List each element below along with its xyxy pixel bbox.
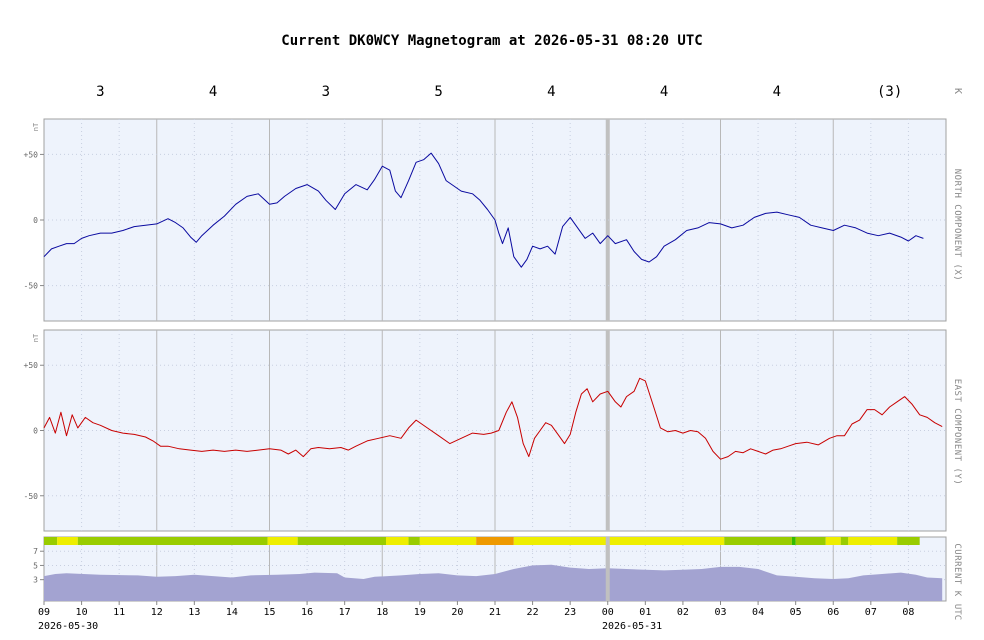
x-tick-label: 22 <box>527 607 539 618</box>
k-index-value: 4 <box>660 84 668 100</box>
x-tick-label: 03 <box>714 607 726 618</box>
y-tick-label: 3 <box>33 576 38 585</box>
x-tick-label: 20 <box>451 607 463 618</box>
k-band-segment <box>724 537 792 545</box>
x-tick-label: 23 <box>564 607 576 618</box>
current-k-area <box>44 564 943 601</box>
y-tick-label: +50 <box>24 150 39 159</box>
current-k-panel: 7 5 3 <box>33 536 947 602</box>
k-index-value: 4 <box>547 84 555 100</box>
x-tick-label: 13 <box>188 607 200 618</box>
k-band-segment <box>791 537 796 545</box>
k-band-segment <box>840 537 849 545</box>
x-tick-label: 16 <box>301 607 313 618</box>
x-tick-label: 07 <box>865 607 877 618</box>
k-band-segment <box>848 537 898 545</box>
unit-label: nT <box>32 333 40 342</box>
k-band-segment <box>267 537 298 545</box>
north-component-panel: +50 0 -50 nT <box>24 118 947 322</box>
y-tick-label: +50 <box>24 361 39 370</box>
y-tick-label: -50 <box>24 282 39 291</box>
k-index-value: 5 <box>434 84 442 100</box>
y-tick-label: -50 <box>24 492 39 501</box>
time-axis: 09 10 11 12 13 14 15 16 17 18 19 20 21 22 23 00 01 02 03 04… <box>38 601 914 618</box>
north-side-label: NORTH COMPONENT (X) <box>952 169 962 281</box>
x-tick-label: 01 <box>639 607 651 618</box>
k-index-value: 3 <box>322 84 330 100</box>
k-index-row: 3 4 3 5 4 4 4 (3) <box>96 84 902 100</box>
current-k-side-label: CURRENT K <box>952 543 962 596</box>
y-tick-label: 0 <box>33 427 38 436</box>
y-tick-label: 0 <box>33 216 38 225</box>
chart-title: Current DK0WCY Magnetogram at 2026-05-31… <box>281 33 702 49</box>
x-tick-label: 14 <box>226 607 238 618</box>
date-label-start: 2026-05-30 <box>38 621 98 632</box>
x-tick-label: 12 <box>151 607 163 618</box>
k-band-segment <box>386 537 409 545</box>
k-band-segment <box>419 537 477 545</box>
k-band-segment <box>795 537 826 545</box>
k-band-segment <box>297 537 387 545</box>
x-tick-label: 00 <box>602 607 614 618</box>
east-component-panel: +50 0 -50 nT <box>24 329 947 532</box>
k-index-value: 3 <box>96 84 104 100</box>
k-index-value: 4 <box>209 84 217 100</box>
y-tick-label: 5 <box>33 561 38 570</box>
north-series-line <box>43 152 924 268</box>
utc-side-label: UTC <box>952 604 962 620</box>
k-band-segment <box>44 537 58 545</box>
y-tick-label: 7 <box>33 547 38 556</box>
x-tick-label: 08 <box>902 607 914 618</box>
k-band-segment <box>476 537 514 545</box>
k-band-segment <box>897 537 920 545</box>
x-tick-label: 09 <box>38 607 50 618</box>
east-side-label: EAST COMPONENT (Y) <box>952 379 962 486</box>
x-tick-label: 21 <box>489 607 501 618</box>
x-tick-label: 10 <box>76 607 88 618</box>
k-band-segment <box>57 537 78 545</box>
east-series-line <box>43 377 943 460</box>
x-tick-label: 06 <box>827 607 839 618</box>
k-index-value: (3) <box>877 84 902 100</box>
x-tick-label: 04 <box>752 607 764 618</box>
x-tick-label: 05 <box>790 607 802 618</box>
k-band-segment <box>77 537 268 545</box>
x-tick-label: 15 <box>263 607 275 618</box>
unit-label: nT <box>32 122 40 131</box>
k-band-segment <box>408 537 420 545</box>
k-axis-label: K <box>952 88 963 94</box>
date-label-end: 2026-05-31 <box>602 621 662 632</box>
x-tick-label: 02 <box>677 607 689 618</box>
k-index-value: 4 <box>773 84 781 100</box>
x-tick-label: 11 <box>113 607 125 618</box>
x-tick-label: 18 <box>376 607 388 618</box>
k-band-segment <box>825 537 841 545</box>
x-tick-label: 17 <box>339 607 351 618</box>
k-band-segment <box>513 537 725 545</box>
x-tick-label: 19 <box>414 607 426 618</box>
